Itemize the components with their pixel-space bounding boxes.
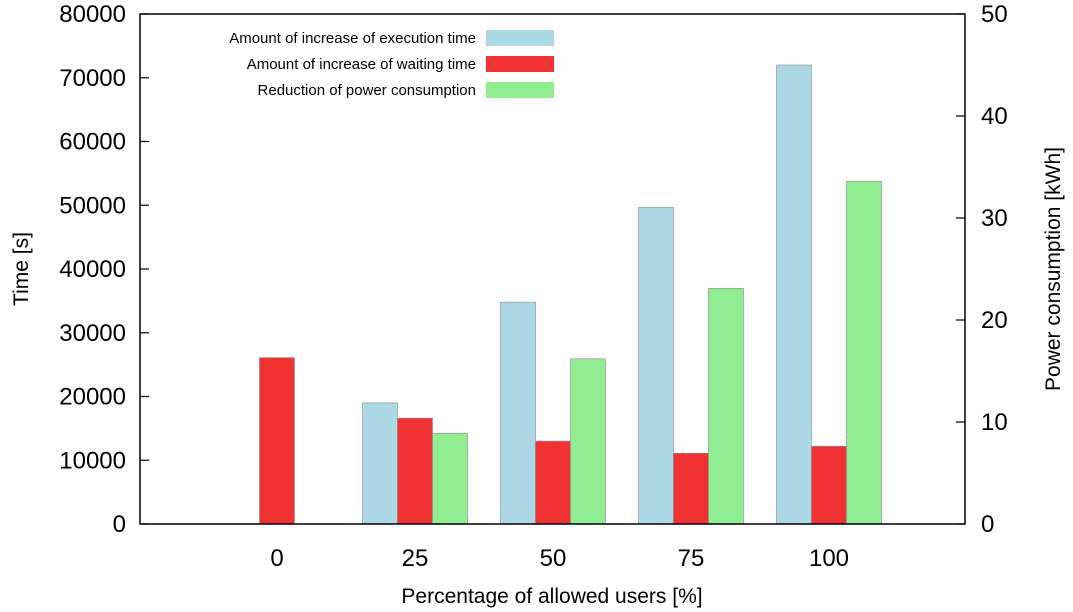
- y-tick-label: 60000: [59, 129, 126, 156]
- y-tick-label: 70000: [59, 65, 126, 92]
- y-axis-title: Time [s]: [10, 232, 33, 306]
- y-tick-label: 50000: [59, 192, 126, 219]
- bar-execution-75: [638, 206, 674, 525]
- bar-waiting-100: [811, 445, 847, 525]
- bar-power-75: [708, 288, 744, 525]
- bar-execution-25: [362, 402, 398, 525]
- bar-waiting-25: [397, 417, 433, 525]
- bar-execution-50: [500, 301, 536, 525]
- x-tick-label: 100: [809, 545, 849, 572]
- x-tick-label: 0: [270, 545, 283, 572]
- legend-swatch: [486, 56, 554, 72]
- bar-waiting-50: [535, 440, 571, 525]
- ticks: 0100002000030000400005000060000700008000…: [59, 1, 1007, 572]
- y2-tick-label: 20: [981, 307, 1008, 334]
- legend-label: Reduction of power consumption: [258, 82, 476, 99]
- bar-power-25: [432, 432, 468, 525]
- y2-tick-label: 30: [981, 205, 1008, 232]
- y2-tick-label: 50: [981, 1, 1008, 28]
- legend-label: Amount of increase of execution time: [229, 30, 476, 47]
- bar-power-50: [570, 358, 606, 525]
- bar-waiting-75: [673, 452, 709, 525]
- y2-tick-label: 10: [981, 409, 1008, 436]
- y-tick-label: 30000: [59, 320, 126, 347]
- bar-power-100: [846, 180, 882, 525]
- y-tick-label: 0: [113, 511, 126, 538]
- y2-axis-title: Power consumption [kWh]: [1042, 147, 1065, 391]
- y2-tick-label: 0: [981, 511, 994, 538]
- x-tick-label: 25: [402, 545, 429, 572]
- legend-swatch: [486, 82, 554, 98]
- x-tick-label: 50: [540, 545, 567, 572]
- bar-waiting-0: [259, 357, 295, 525]
- y-tick-label: 40000: [59, 256, 126, 283]
- x-axis-title: Percentage of allowed users [%]: [401, 585, 702, 608]
- legend-label: Amount of increase of waiting time: [247, 56, 476, 73]
- legend: Amount of increase of execution time Amou…: [229, 30, 554, 99]
- y-tick-label: 20000: [59, 384, 126, 411]
- bars: [259, 64, 882, 525]
- x-tick-label: 75: [678, 545, 705, 572]
- legend-swatch: [486, 30, 554, 46]
- y-tick-label: 10000: [59, 447, 126, 474]
- y-tick-label: 80000: [59, 1, 126, 28]
- bar-execution-100: [776, 64, 812, 525]
- y2-tick-label: 40: [981, 103, 1008, 130]
